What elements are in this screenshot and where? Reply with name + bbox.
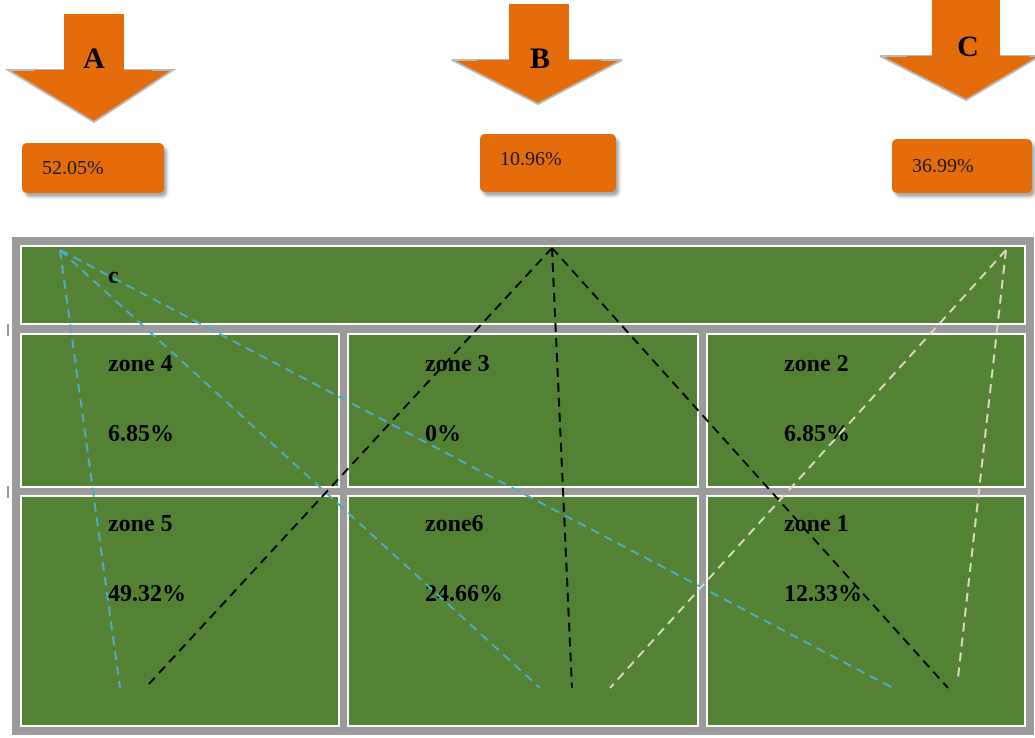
goal-b-percent: 10.96% (480, 134, 616, 192)
zone-5-name: zone 5 (108, 511, 173, 537)
arrow-b-letter: B (529, 42, 550, 75)
zone-4-percent: 6.85% (108, 421, 174, 447)
zone-2: zone 2 6.85% (706, 333, 1026, 488)
arrow-a-letter: A (83, 42, 105, 75)
zone-4-name: zone 4 (108, 351, 173, 377)
zone-c-label: c (108, 263, 119, 289)
left-tick-upper (7, 324, 9, 336)
left-tick-lower (7, 486, 9, 498)
zone-6-name: zone6 (425, 511, 484, 537)
field: c zone 4 6.85% zone 3 0% zone 2 6.85% zo… (12, 237, 1034, 735)
goal-a-percent: 52.05% (22, 143, 164, 193)
arrow-b: B (451, 4, 627, 114)
zone-3: zone 3 0% (347, 333, 699, 488)
arrow-b-icon (451, 4, 623, 106)
zone-5-percent: 49.32% (108, 581, 186, 607)
zone-2-percent: 6.85% (784, 421, 850, 447)
arrow-c-icon (879, 0, 1035, 102)
zone-3-name: zone 3 (425, 351, 490, 377)
zone-3-percent: 0% (425, 421, 461, 447)
zone-2-name: zone 2 (784, 351, 849, 377)
zone-1-percent: 12.33% (784, 581, 862, 607)
goal-c-percent: 36.99% (892, 139, 1032, 193)
arrow-a: A (4, 14, 178, 124)
zone-1: zone 1 12.33% (706, 495, 1026, 727)
arrow-c: C (879, 0, 1035, 110)
zone-6-percent: 24.66% (425, 581, 503, 607)
zone-5: zone 5 49.32% (20, 495, 340, 727)
arrow-a-icon (4, 14, 177, 124)
arrow-c-letter: C (957, 30, 979, 63)
zone-6: zone6 24.66% (347, 495, 699, 727)
zone-c: c (20, 245, 1026, 325)
zone-1-name: zone 1 (784, 511, 849, 537)
zone-4: zone 4 6.85% (20, 333, 340, 488)
